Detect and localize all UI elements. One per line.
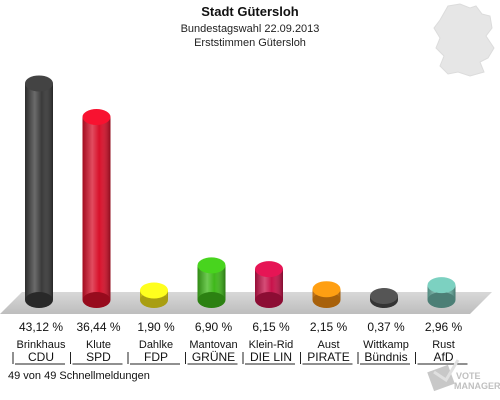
candidate-label-cdu: Brinkhaus [17, 339, 66, 351]
value-label-gr-ne: 6,90 % [195, 320, 233, 334]
bar-top-afd [427, 277, 456, 294]
value-label-cdu: 43,12 % [19, 320, 63, 334]
bar-gr-ne [197, 257, 226, 308]
germany-map-icon [433, 3, 495, 77]
chart-subtitle-2: Erststimmen Gütersloh [194, 37, 306, 49]
bar-top-pirate [312, 281, 341, 298]
bar-fdp [140, 282, 168, 308]
chart-subtitle: Bundestagswahl 22.09.2013 [181, 23, 320, 35]
bar-cdu [25, 75, 53, 308]
bar-pirate [312, 281, 341, 308]
bar-top-spd [82, 108, 111, 125]
candidate-label-gr-ne: Mantovan [189, 339, 237, 351]
value-label-fdp: 1,90 % [137, 320, 175, 334]
party-label-afd: AfD [433, 350, 453, 364]
party-label-cdu: CDU [28, 350, 54, 364]
value-label-pirate: 2,15 % [310, 320, 348, 334]
candidate-label-spd: Klute [86, 339, 111, 351]
party-label-pirate: PIRATE [307, 350, 349, 364]
candidate-label-fdp: Dahlke [139, 339, 173, 351]
bar-die-lin [255, 261, 283, 308]
bar-base-spd [82, 292, 111, 308]
candidate-label-b-ndnis: Wittkamp [363, 339, 409, 351]
bar-top-cdu [25, 75, 53, 92]
bar-base-gr-ne [197, 292, 226, 308]
bar-base-cdu [25, 292, 53, 308]
ballot-box-icon [427, 359, 460, 392]
party-label-fdp: FDP [144, 350, 168, 364]
party-label-die-lin: DIE LIN [250, 350, 292, 364]
bar-shine-cdu [25, 83, 53, 301]
bar-top-b-ndnis [370, 288, 398, 304]
logo-text-line2: MANAGER [454, 381, 500, 391]
party-label-gr-ne: GRÜNE [192, 350, 235, 364]
logo-text-line1: VOTE [456, 371, 481, 381]
bar-top-die-lin [255, 261, 283, 278]
bar-group [25, 75, 456, 308]
value-label-spd: 36,44 % [76, 320, 120, 334]
value-label-afd: 2,96 % [425, 320, 463, 334]
bar-top-fdp [140, 282, 168, 299]
candidate-label-afd: Rust [432, 339, 455, 351]
vote-manager-logo: VOTE MANAGER [427, 359, 500, 392]
value-label-b-ndnis: 0,37 % [367, 320, 405, 334]
candidate-label-die-lin: Klein-Rid [249, 339, 294, 351]
candidate-label-pirate: Aust [317, 339, 339, 351]
chart-floor [0, 292, 492, 314]
value-label-die-lin: 6,15 % [252, 320, 290, 334]
party-label-b-ndnis: Bündnis [364, 350, 407, 364]
footer-reports: 49 von 49 Schnellmeldungen [8, 370, 150, 382]
logo-text: VOTE MANAGER [454, 371, 500, 391]
bar-shine-spd [82, 116, 111, 300]
bar-b-ndnis [370, 288, 398, 308]
chart-title: Stadt Gütersloh [201, 4, 299, 19]
bar-top-gr-ne [197, 257, 226, 274]
bar-afd [427, 277, 456, 308]
bar-base-afd [427, 292, 456, 308]
bar-spd [82, 108, 111, 308]
bar-base-die-lin [255, 292, 283, 308]
party-label-spd: SPD [86, 350, 111, 364]
